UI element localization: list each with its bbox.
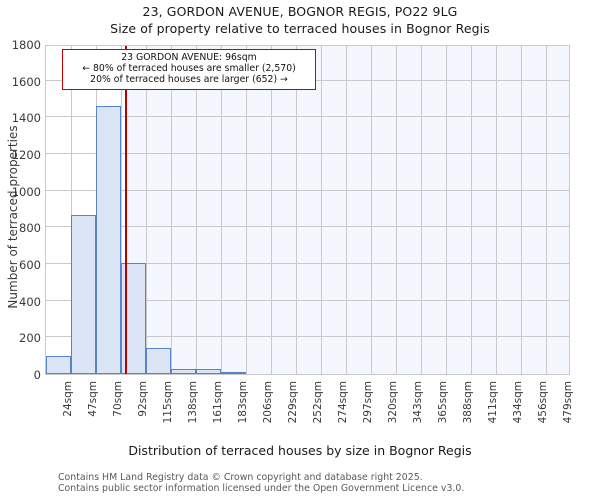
gridline-horizontal	[46, 189, 569, 191]
x-tick-label: 252sqm	[311, 381, 324, 424]
gridline-vertical	[471, 46, 472, 374]
property-marker-line	[125, 46, 128, 374]
gridline-vertical	[421, 46, 422, 374]
x-tick-label: 229sqm	[286, 381, 299, 424]
x-axis-label: Distribution of terraced houses by size …	[128, 443, 472, 458]
x-tick-label: 434sqm	[511, 381, 524, 424]
gridline-horizontal	[46, 116, 569, 118]
gridline-vertical	[546, 46, 547, 374]
x-tick-label: 274sqm	[336, 381, 349, 424]
x-tick-label: 183sqm	[236, 381, 249, 424]
y-axis-label: Number of terraced properties	[6, 125, 20, 309]
x-tick-label: 24sqm	[61, 381, 74, 417]
x-tick-label: 388sqm	[461, 381, 474, 424]
gridline-vertical	[171, 46, 172, 374]
annotation-line-2: ← 80% of terraced houses are smaller (2,…	[82, 63, 296, 75]
footer-line-1: Contains HM Land Registry data © Crown c…	[58, 472, 423, 483]
x-tick-label: 161sqm	[211, 381, 224, 424]
gridline-vertical	[321, 46, 322, 374]
gridline-horizontal	[46, 336, 569, 338]
gridline-vertical	[196, 46, 197, 374]
histogram-bar	[96, 106, 121, 374]
x-tick-label: 297sqm	[361, 381, 374, 424]
y-tick-label: 1000	[11, 184, 41, 199]
y-tick-label: 1400	[11, 111, 41, 126]
x-tick-label: 411sqm	[486, 381, 499, 424]
histogram-bar	[121, 263, 146, 374]
x-tick-label: 320sqm	[386, 381, 399, 424]
x-tick-label: 138sqm	[186, 381, 199, 424]
gridline-vertical	[271, 46, 272, 374]
histogram-bar	[171, 368, 196, 374]
x-tick-label: 343sqm	[411, 381, 424, 424]
gridline-vertical	[346, 46, 347, 374]
y-tick-label: 200	[19, 331, 41, 346]
annotation-line-1: 23 GORDON AVENUE: 96sqm	[121, 52, 257, 63]
gridline-vertical	[396, 46, 397, 374]
y-tick-label: 600	[19, 258, 41, 272]
gridline-vertical	[296, 46, 297, 374]
gridline-vertical	[371, 46, 372, 374]
gridline-vertical	[446, 46, 447, 374]
y-tick-label: 800	[19, 221, 41, 236]
x-tick-label: 206sqm	[261, 381, 274, 424]
footer-attribution: Contains HM Land Registry data © Crown c…	[58, 472, 464, 494]
histogram-bar	[71, 214, 96, 374]
gridline-vertical	[521, 46, 522, 374]
x-tick-label: 456sqm	[536, 381, 549, 424]
x-tick-label: 115sqm	[161, 381, 174, 424]
page-subtitle: Size of property relative to terraced ho…	[110, 21, 490, 36]
y-tick-label: 1200	[11, 148, 41, 162]
gridline-horizontal	[46, 226, 569, 228]
gridline-horizontal	[46, 299, 569, 301]
histogram-bar	[196, 369, 221, 374]
property-annotation-box: 23 GORDON AVENUE: 96sqm ← 80% of terrace…	[62, 49, 316, 90]
gridline-vertical	[246, 46, 247, 374]
histogram-bar	[221, 372, 246, 374]
histogram-bar	[46, 355, 71, 374]
gridline-vertical	[221, 46, 222, 374]
histogram-bar	[146, 348, 171, 374]
x-tick-label: 365sqm	[436, 381, 449, 424]
y-tick-label: 1800	[11, 38, 41, 52]
y-tick-label: 1600	[11, 74, 41, 89]
gridline-vertical	[496, 46, 497, 374]
y-tick-label: 0	[33, 368, 41, 382]
larger-region-shading	[125, 46, 569, 374]
x-tick-label: 479sqm	[561, 381, 574, 424]
plot-area	[45, 45, 570, 375]
gridline-vertical	[121, 46, 122, 374]
gridline-vertical	[146, 46, 147, 374]
gridline-horizontal	[46, 153, 569, 154]
page-title: 23, GORDON AVENUE, BOGNOR REGIS, PO22 9L…	[142, 4, 458, 19]
gridline-vertical	[71, 46, 72, 374]
gridline-horizontal	[46, 263, 569, 264]
annotation-line-3: 20% of terraced houses are larger (652) …	[90, 74, 288, 86]
x-tick-label: 47sqm	[86, 381, 99, 417]
footer-line-2: Contains public sector information licen…	[58, 483, 465, 494]
y-tick-label: 400	[19, 294, 41, 309]
x-tick-label: 70sqm	[111, 381, 124, 417]
x-tick-label: 92sqm	[136, 381, 149, 417]
